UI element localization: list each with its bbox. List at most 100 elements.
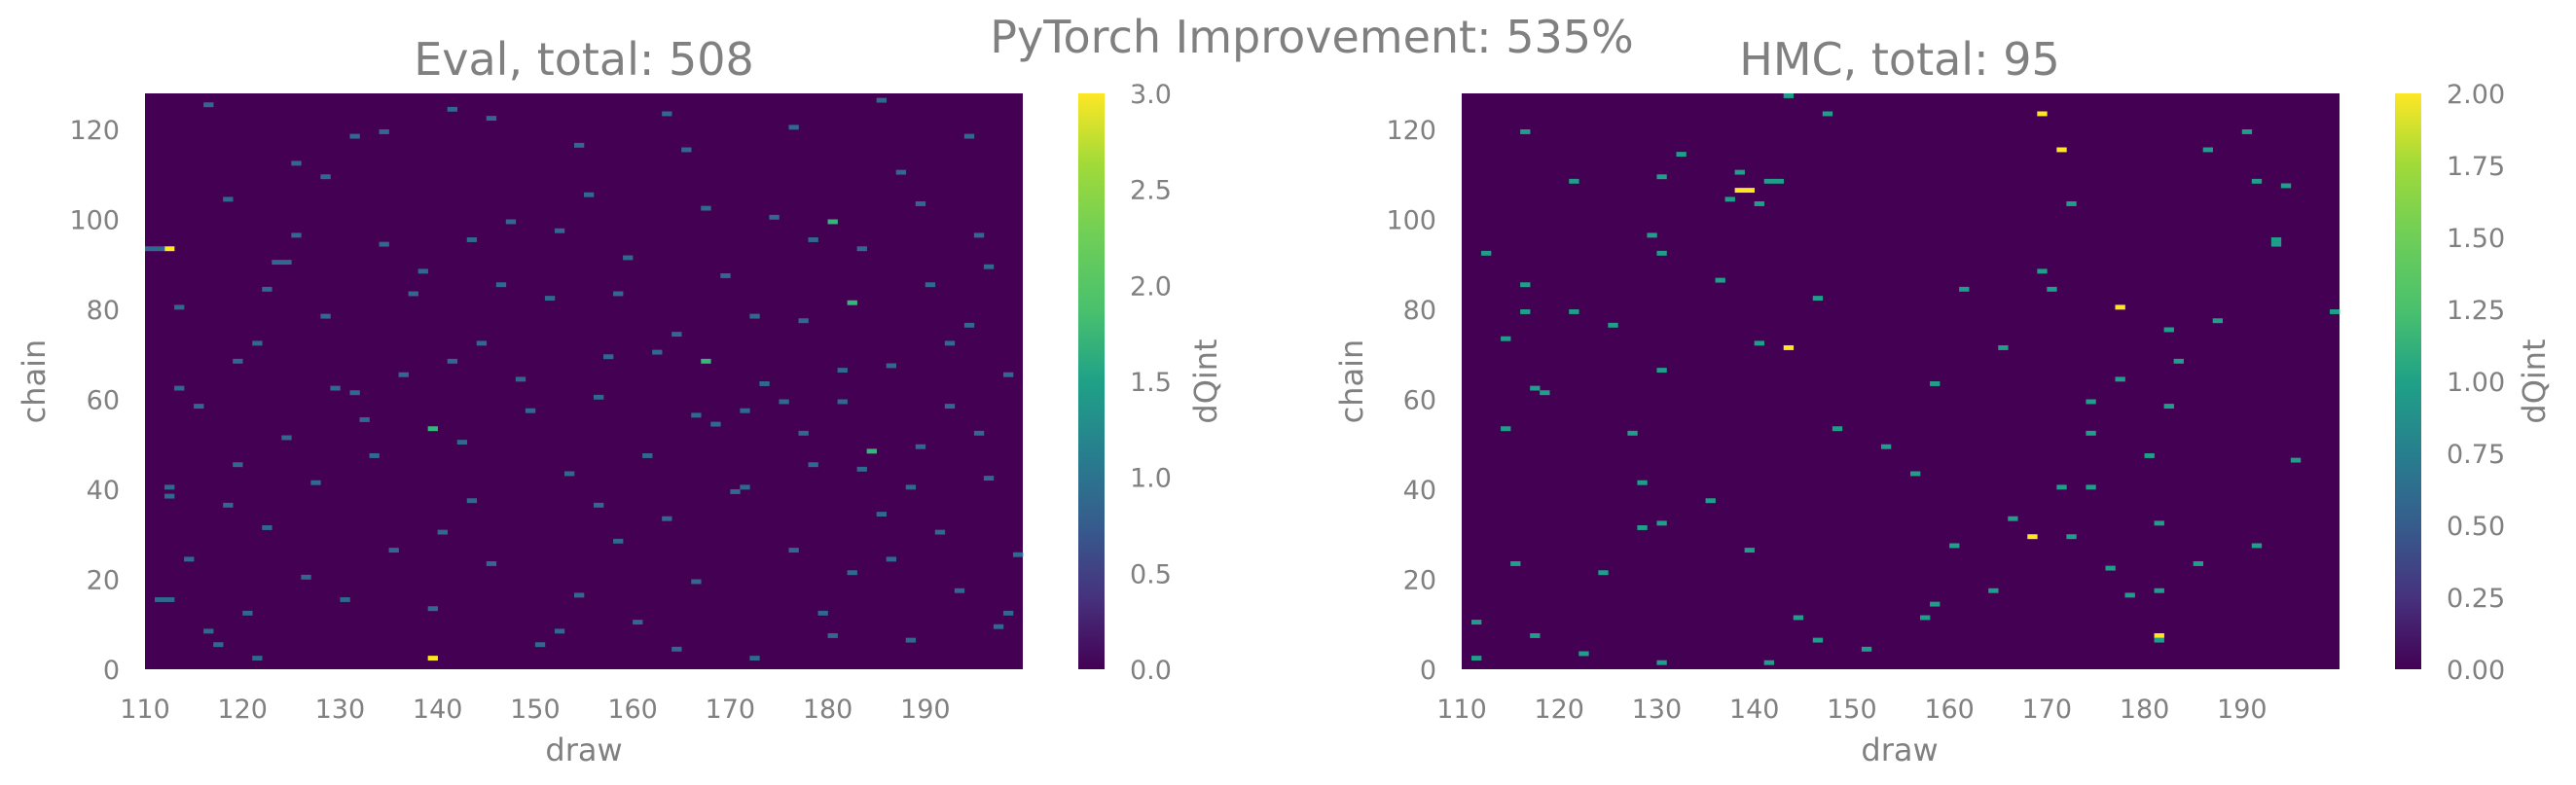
hmc-heatmap-cell: [1812, 637, 1824, 643]
hmc-heatmap-cell: [1930, 381, 1941, 386]
hmc-x-tick-label: 110: [1436, 695, 1487, 725]
eval-heatmap-cell: [515, 376, 526, 382]
hmc-colorbar: [2395, 93, 2421, 669]
eval-heatmap-cell: [534, 642, 546, 648]
eval-colorbar-tick-label: 0.0: [1130, 656, 1172, 686]
eval-xlabel: draw: [545, 731, 622, 768]
eval-title: Eval, total: 508: [414, 33, 754, 86]
hmc-heatmap-cell: [2115, 376, 2125, 382]
eval-heatmap-cell: [788, 125, 799, 130]
eval-heatmap-cell: [466, 498, 478, 504]
eval-x-tick-label: 110: [120, 695, 170, 725]
eval-heatmap-cell: [388, 548, 399, 553]
eval-y-tick-label: 40: [87, 476, 120, 506]
hmc-y-tick-label: 40: [1403, 476, 1436, 506]
hmc-heatmap-cell: [2066, 534, 2077, 540]
eval-heatmap-cell: [164, 246, 175, 252]
eval-heatmap-cell: [223, 196, 234, 202]
hmc-heatmap-cell: [1930, 601, 1941, 607]
hmc-heatmap-cell: [2202, 147, 2214, 153]
hmc-heatmap-cell: [1520, 309, 1531, 314]
eval-y-tick-label: 0: [103, 656, 120, 686]
hmc-heatmap-cell: [1783, 93, 1795, 98]
eval-x-tick-label: 150: [510, 695, 561, 725]
hmc-heatmap-cell: [1520, 129, 1531, 134]
eval-heatmap-cell: [817, 610, 828, 616]
hmc-colorbar-label: dQint: [2516, 339, 2553, 423]
eval-heatmap-cell: [662, 516, 672, 521]
eval-x-tick-label: 180: [803, 695, 853, 725]
hmc-heatmap-cell: [2154, 637, 2164, 643]
eval-heatmap-cell: [525, 408, 536, 413]
hmc-x-tick-label: 130: [1632, 695, 1683, 725]
hmc-colorbar-tick-label: 1.50: [2447, 224, 2505, 254]
hmc-heatmap-cell: [1822, 111, 1833, 117]
eval-heatmap-cell: [730, 489, 741, 494]
eval-heatmap-cell: [905, 484, 917, 490]
eval-heatmap-cell: [847, 300, 857, 305]
hmc-heatmap-cell: [2086, 399, 2096, 405]
figure-suptitle: PyTorch Improvement: 535%: [990, 11, 1633, 63]
hmc-x-tick-label: 170: [2022, 695, 2073, 725]
eval-heatmap-cell: [633, 620, 643, 625]
eval-heatmap-cell: [983, 264, 995, 269]
hmc-heatmap-cell: [2037, 268, 2048, 274]
hmc-colorbar-ticks: 0.00 0.25 0.50 0.75 1.00 1.25 1.50 1.75 2.00: [2447, 80, 2505, 686]
hmc-heatmap-cell: [2270, 237, 2282, 242]
hmc-y-tick-label: 60: [1403, 386, 1436, 416]
eval-heatmap-cell: [944, 404, 956, 410]
eval-heatmap-cell: [594, 394, 604, 400]
hmc-heatmap-cell: [2154, 588, 2164, 593]
eval-heatmap-cell: [993, 624, 1004, 629]
eval-y-tick-label: 20: [87, 566, 120, 596]
eval-heatmap-cell: [164, 493, 175, 499]
hmc-heatmap-cell: [1861, 646, 1872, 652]
eval-heatmap-cell: [349, 390, 360, 396]
eval-colorbar-label: dQint: [1187, 339, 1224, 423]
hmc-colorbar-tick-label: 0.00: [2447, 656, 2505, 686]
hmc-y-tick-label: 0: [1420, 656, 1436, 686]
eval-heatmap-cell: [174, 304, 185, 310]
eval-heatmap-cell: [447, 106, 458, 112]
hmc-heatmap-cell: [1471, 656, 1482, 661]
hmc-y-ticks: 0 20 40 60 80 100 120: [1386, 116, 1436, 686]
eval-heatmap-cell: [456, 440, 468, 446]
hmc-heatmap-cell: [2037, 111, 2048, 117]
hmc-colorbar-tick-label: 0.50: [2447, 512, 2505, 542]
hmc-heatmap-cell: [1812, 296, 1824, 302]
hmc-heatmap-cell: [1569, 309, 1579, 314]
eval-heatmap-cell: [613, 538, 624, 544]
hmc-heatmap-cell: [1569, 178, 1579, 184]
eval-heatmap-cell: [340, 597, 350, 602]
eval-heatmap-cell: [847, 570, 857, 576]
hmc-heatmap-cell: [1988, 588, 1999, 593]
eval-y-tick-label: 100: [69, 206, 120, 236]
hmc-colorbar-tick-label: 1.00: [2447, 368, 2505, 398]
hmc-heatmap-cell: [1744, 548, 1755, 553]
eval-heatmap-cell: [642, 453, 653, 458]
hmc-heatmap-cell: [2124, 592, 2135, 598]
hmc-heatmap-cell: [1754, 340, 1764, 346]
hmc-heatmap-cell: [2270, 241, 2282, 247]
eval-heatmap-cell: [417, 268, 428, 274]
eval-heatmap-cell: [701, 205, 711, 211]
eval-heatmap-cell: [671, 332, 682, 338]
hmc-heatmap-cell: [1656, 250, 1667, 256]
eval-heatmap-cell: [1012, 552, 1024, 557]
eval-heatmap-cell: [788, 548, 799, 553]
hmc-x-tick-label: 140: [1729, 695, 1780, 725]
eval-heatmap-cell: [573, 142, 585, 148]
eval-heatmap-cell: [827, 633, 838, 638]
eval-heatmap-cell: [262, 286, 272, 292]
eval-heatmap-cell: [749, 313, 760, 319]
hmc-x-ticks: 110 120 130 140 150 160 170 180 190: [1436, 695, 2267, 725]
hmc-heatmap-cell: [1627, 430, 1638, 436]
eval-heatmap-cell: [164, 484, 175, 490]
hmc-heatmap-cell: [1959, 286, 1970, 292]
eval-heatmap-cell: [594, 502, 604, 508]
eval-heatmap-cell: [486, 561, 497, 566]
eval-colorbar-tick-label: 1.0: [1130, 464, 1172, 494]
eval-heatmap-cell: [155, 597, 165, 602]
eval-heatmap-cell: [798, 318, 809, 324]
